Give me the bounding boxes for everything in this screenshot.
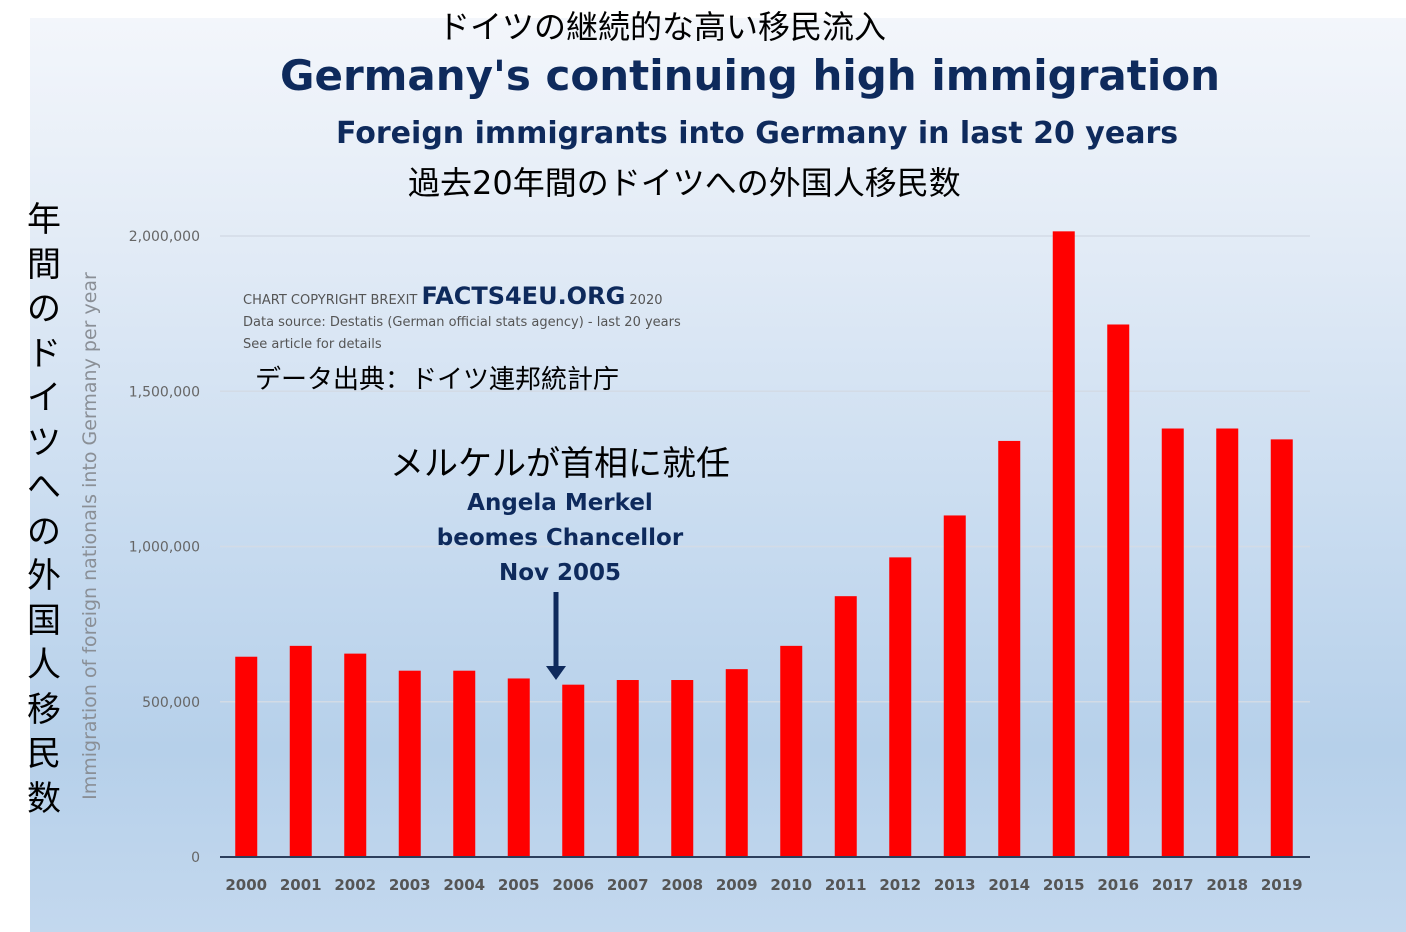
bar-2001 xyxy=(289,645,312,857)
copyright-prefix: CHART COPYRIGHT BREXIT xyxy=(243,293,418,308)
x-tick-label: 2009 xyxy=(716,876,758,894)
bar-2011 xyxy=(834,596,857,857)
merkel-annotation-line1: Angela Merkel xyxy=(467,490,653,516)
x-tick-label: 2019 xyxy=(1261,876,1303,894)
bar-2008 xyxy=(671,680,694,857)
x-tick-label: 2005 xyxy=(498,876,540,894)
x-tick-label: 2006 xyxy=(552,876,594,894)
merkel-annotation-line3: Nov 2005 xyxy=(498,560,622,586)
y-tick-label: 500,000 xyxy=(142,695,200,711)
y-tick-label: 0 xyxy=(191,850,200,866)
x-tick-label: 2016 xyxy=(1097,876,1139,894)
bar-2015 xyxy=(1052,231,1075,857)
x-tick-label: 2007 xyxy=(607,876,649,894)
x-tick-label: 2004 xyxy=(443,876,485,894)
x-tick-label: 2015 xyxy=(1043,876,1085,894)
arrow-down-icon xyxy=(546,666,566,680)
bar-2018 xyxy=(1216,428,1239,857)
chart-subtitle-japanese: 過去20年間のドイツへの外国人移民数 xyxy=(408,164,961,202)
x-tick-label: 2001 xyxy=(280,876,322,894)
x-tick-label: 2003 xyxy=(389,876,431,894)
merkel-annotation-line2: beomes Chancellor xyxy=(436,525,684,551)
y-axis-label: Immigration of foreign nationals into Ge… xyxy=(79,272,101,800)
y-tick-label: 2,000,000 xyxy=(129,229,200,245)
bar-2019 xyxy=(1270,439,1293,857)
bar-2010 xyxy=(780,645,803,857)
copyright-year: 2020 xyxy=(629,293,663,308)
bar-2006 xyxy=(562,684,585,857)
bar-2013 xyxy=(943,515,966,857)
bar-2014 xyxy=(998,440,1021,857)
see-article-note: See article for details xyxy=(243,337,382,352)
bar-2009 xyxy=(725,669,748,857)
x-tick-label: 2012 xyxy=(879,876,921,894)
bar-2012 xyxy=(889,557,912,857)
merkel-annotation-japanese: メルケルが首相に就任 xyxy=(390,444,730,484)
y-axis-label-japanese: 年間のドイツへの外国人移民数 xyxy=(27,200,61,819)
x-tick-label: 2000 xyxy=(225,876,267,894)
x-tick-label: 2018 xyxy=(1206,876,1248,894)
x-tick-label: 2008 xyxy=(661,876,703,894)
x-tick-label: 2002 xyxy=(334,876,376,894)
bar-2007 xyxy=(616,680,639,857)
x-tick-label: 2011 xyxy=(825,876,867,894)
x-tick-label: 2010 xyxy=(770,876,812,894)
x-tick-label: 2013 xyxy=(934,876,976,894)
data-source-note: Data source: Destatis (German official s… xyxy=(243,315,681,330)
chart-title: Germany's continuing high immigration xyxy=(280,51,1220,100)
copyright-note: CHART COPYRIGHT BREXIT FACTS4EU.ORG 2020 xyxy=(243,282,663,315)
chart-title-japanese: ドイツの継続的な高い移民流入 xyxy=(438,8,887,46)
bar-2017 xyxy=(1161,428,1184,857)
chart-subtitle: Foreign immigrants into Germany in last … xyxy=(336,116,1179,151)
data-source-japanese: データ出典：ドイツ連邦統計庁 xyxy=(255,365,620,395)
bar-2016 xyxy=(1107,324,1130,857)
x-tick-label: 2014 xyxy=(988,876,1030,894)
y-tick-label: 1,500,000 xyxy=(129,384,200,400)
bar-2003 xyxy=(398,670,421,857)
x-tick-label: 2017 xyxy=(1152,876,1194,894)
bar-2004 xyxy=(453,670,476,857)
copyright-brand: FACTS4EU.ORG xyxy=(421,282,626,310)
bar-2005 xyxy=(507,678,530,857)
bar-2000 xyxy=(235,656,258,857)
bar-2002 xyxy=(344,653,367,857)
y-tick-label: 1,000,000 xyxy=(129,540,200,556)
